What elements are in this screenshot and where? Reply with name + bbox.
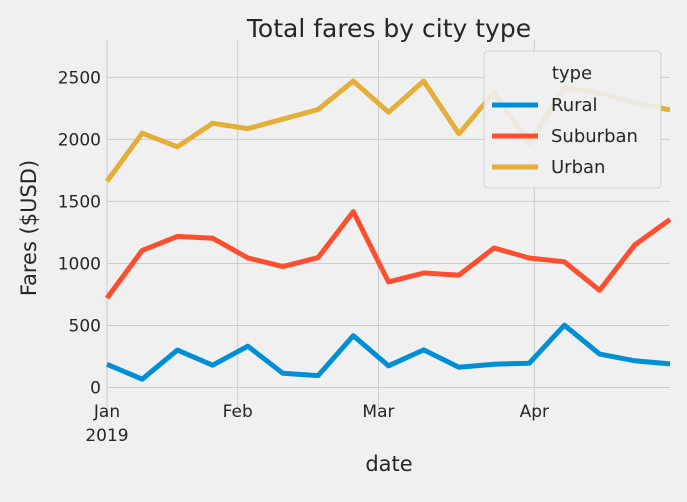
x-tick-label: Apr	[520, 402, 549, 422]
y-axis-label: Fares ($USD)	[17, 160, 41, 296]
tick-labels: 0 500 1000 1500 2000 2500 Jan 2019 Feb Mar Apr	[58, 68, 549, 446]
x-tick-label: Jan	[93, 402, 120, 422]
y-tick-label: 2500	[58, 68, 101, 88]
legend-label-rural: Rural	[551, 95, 598, 116]
y-tick-label: 500	[69, 316, 101, 336]
y-tick-label: 2000	[58, 130, 101, 150]
legend-label-suburban: Suburban	[551, 126, 638, 147]
x-tick-label: Mar	[362, 402, 394, 422]
series-line-rural	[106, 322, 671, 382]
y-tick-label: 1500	[58, 192, 101, 212]
chart-title: Total fares by city type	[246, 14, 531, 43]
y-tick-label: 0	[90, 379, 101, 399]
series-line-suburban	[104, 209, 672, 300]
legend-box	[483, 50, 662, 189]
legend: type Rural Suburban Urban	[483, 50, 662, 189]
x-axis-label: date	[365, 452, 412, 476]
y-tick-label: 1000	[58, 254, 101, 274]
legend-title: type	[552, 63, 592, 84]
x-tick-sublabel: 2019	[85, 426, 128, 446]
x-tick-label: Feb	[223, 402, 253, 422]
legend-label-urban: Urban	[551, 157, 605, 178]
